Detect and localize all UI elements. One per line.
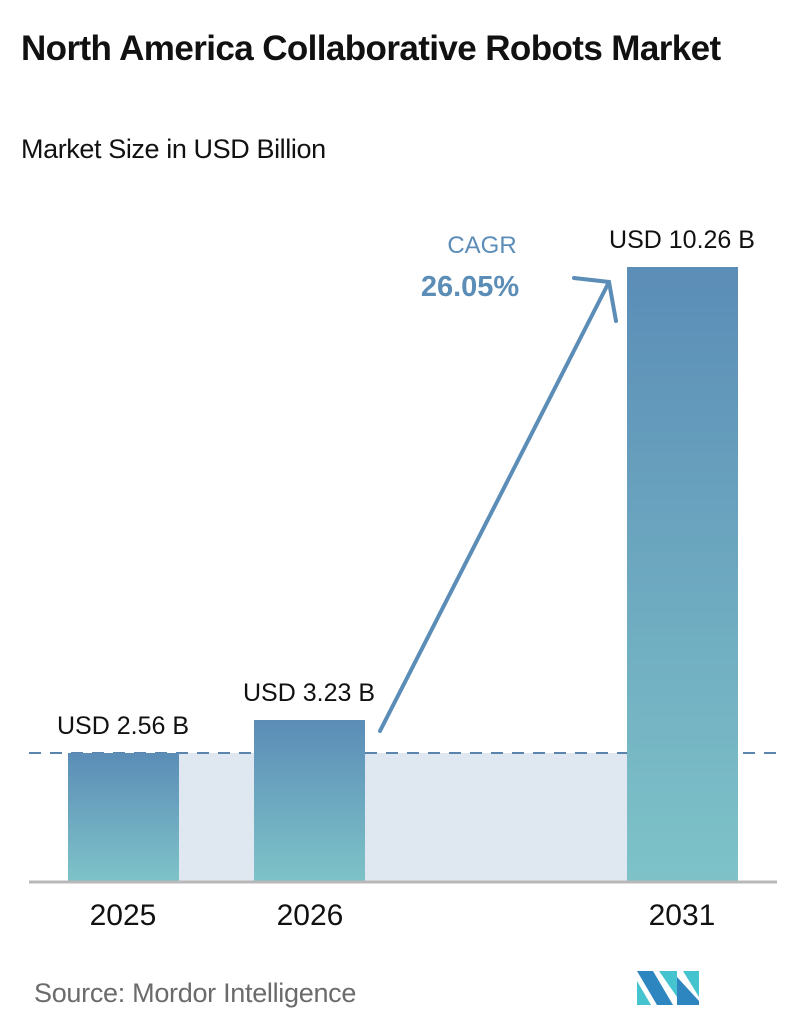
bar-label-2025: USD 2.56 B — [57, 712, 189, 740]
bar-2026 — [254, 720, 365, 882]
bar-label-2026: USD 3.23 B — [243, 679, 375, 707]
bar-2025 — [68, 753, 179, 882]
growth-band — [179, 753, 627, 882]
x-tick-2031: 2031 — [649, 899, 716, 932]
source-text: Source: Mordor Intelligence — [34, 978, 357, 1008]
cagr-arrow-icon — [378, 276, 618, 733]
x-tick-2026: 2026 — [277, 899, 344, 932]
chart-subtitle: Market Size in USD Billion — [21, 134, 326, 164]
chart-title: North America Collaborative Robots Marke… — [21, 29, 721, 68]
x-tick-2025: 2025 — [90, 899, 157, 932]
mordor-intelligence-logo-icon — [637, 971, 699, 1005]
cagr-value: 26.05% — [421, 271, 520, 303]
bar-2031 — [627, 267, 738, 882]
cagr-label: CAGR — [447, 232, 516, 259]
bar-label-2031: USD 10.26 B — [609, 226, 755, 254]
